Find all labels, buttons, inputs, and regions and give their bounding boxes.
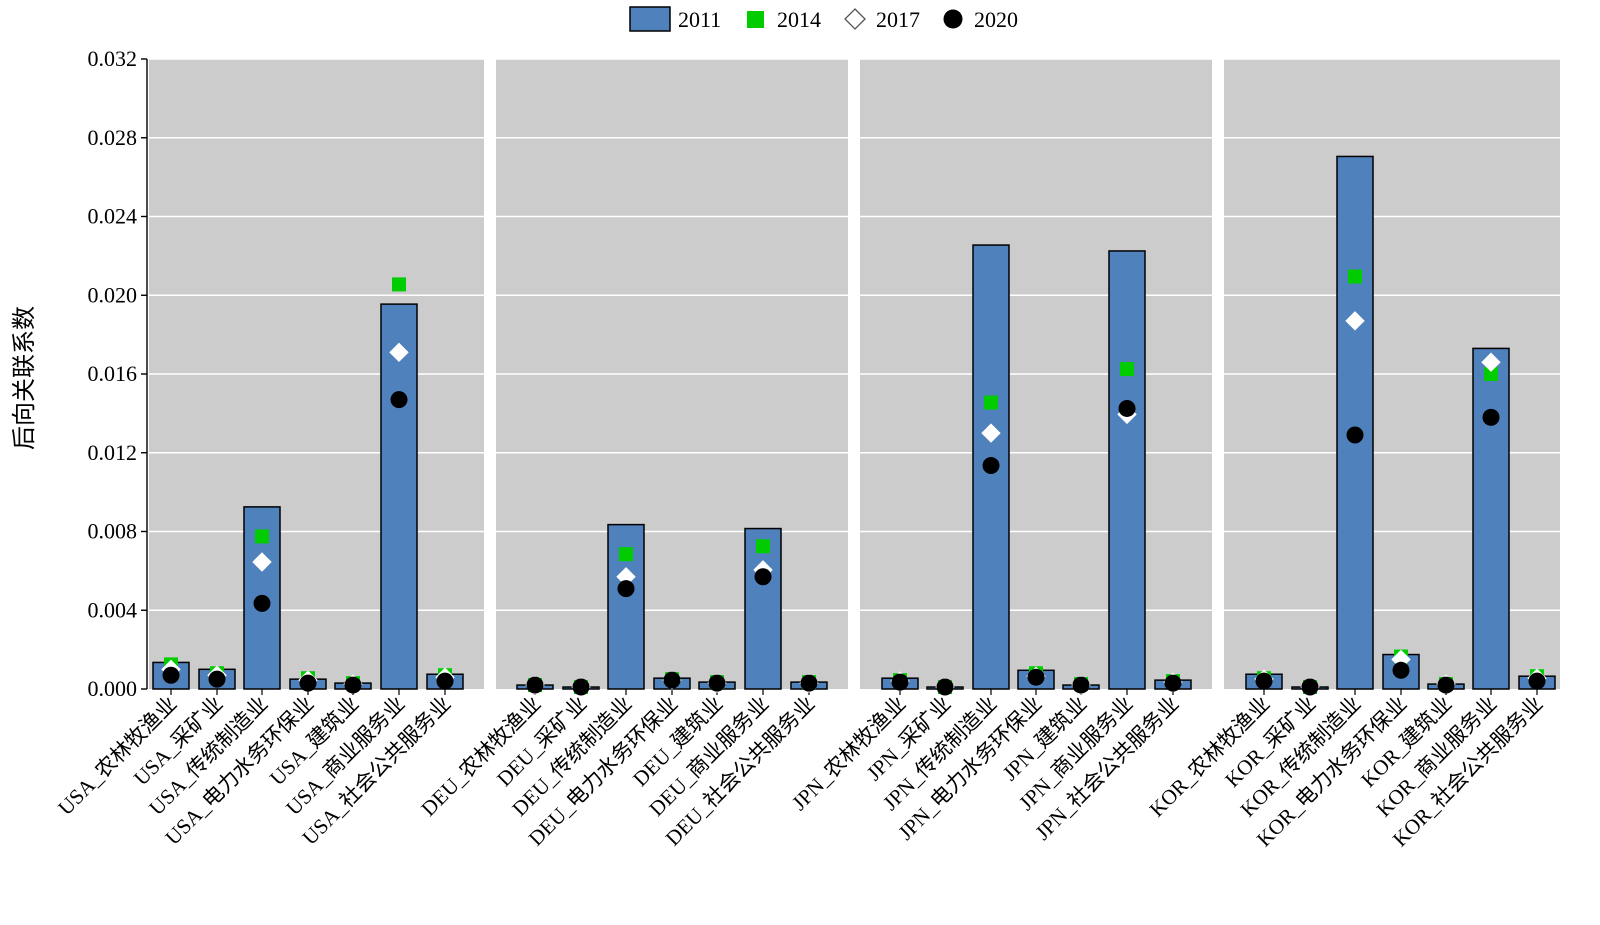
point-2020: [572, 678, 590, 696]
bar-2011: [380, 303, 418, 690]
point-2020: [1437, 676, 1455, 694]
legend-swatch-2017: [844, 8, 866, 30]
point-2014: [255, 529, 269, 544]
point-2020: [1346, 426, 1364, 444]
point-2020: [208, 670, 226, 688]
y-tick-label: 0.000: [88, 676, 138, 701]
y-tick-label: 0.020: [88, 282, 138, 307]
point-2020: [299, 674, 317, 692]
point-2020: [1528, 672, 1546, 690]
y-tick-label: 0.004: [88, 597, 138, 622]
point-2014: [1348, 269, 1362, 284]
point-2014: [984, 395, 998, 410]
y-axis: 0.000 0.004 0.008 0.012 0.016 0.020 0.024 0.028…: [88, 46, 148, 701]
y-axis-title: 后向关联系数: [11, 306, 38, 450]
y-tick-label: 0.008: [88, 519, 138, 544]
point-2020: [390, 391, 408, 409]
y-tick-label: 0.028: [88, 125, 138, 150]
panel-deu: [496, 58, 848, 697]
point-2020: [1255, 672, 1273, 690]
point-2020: [891, 673, 909, 691]
legend-label-2017: 2017: [876, 7, 920, 32]
legend-swatch-2014: [747, 11, 764, 28]
point-2014: [619, 547, 633, 562]
point-2014: [392, 277, 406, 292]
bar-2011: [1336, 155, 1374, 690]
legend-label-2014: 2014: [777, 7, 821, 32]
point-2020: [982, 457, 1000, 475]
legend-swatch-2020: [943, 9, 963, 29]
legend-label-2020: 2020: [974, 7, 1018, 32]
point-2014: [756, 539, 770, 554]
point-2020: [1118, 399, 1136, 417]
point-2020: [1482, 408, 1500, 426]
point-2020: [1164, 674, 1182, 692]
point-2017: [252, 552, 272, 572]
legend-label-2011: 2011: [678, 7, 721, 32]
point-2020: [1301, 678, 1319, 696]
point-2020: [754, 568, 772, 586]
y-tick-label: 0.024: [88, 204, 138, 229]
point-2020: [344, 676, 362, 694]
point-2020: [936, 678, 954, 696]
point-2017: [1481, 352, 1501, 372]
point-2020: [1392, 661, 1410, 679]
point-2020: [663, 671, 681, 689]
point-2020: [1072, 676, 1090, 694]
bar-2011: [1108, 250, 1146, 690]
point-2020: [708, 674, 726, 692]
point-2017: [1345, 311, 1365, 331]
point-2020: [617, 580, 635, 598]
point-2020: [436, 672, 454, 690]
panel-kor: [1224, 58, 1560, 697]
point-2014: [1484, 367, 1498, 381]
point-2020: [162, 666, 180, 684]
panel-jpn: [860, 58, 1212, 697]
point-2017: [981, 423, 1001, 443]
y-tick-label: 0.012: [88, 440, 138, 465]
point-2020: [526, 676, 544, 694]
point-2020: [1027, 668, 1045, 686]
bar-2011: [1472, 347, 1510, 690]
point-2020: [253, 594, 271, 612]
point-2017: [389, 342, 409, 363]
plot-area: [149, 58, 1560, 697]
x-axis-labels: USA_农林牧渔业USA_采矿业USA_传统制造业USA_电力水务环保业USA_…: [53, 692, 1547, 852]
panel-usa: [149, 58, 484, 695]
bar-2011: [744, 527, 782, 690]
y-tick-label: 0.032: [88, 46, 138, 71]
point-2014: [1120, 362, 1134, 377]
y-tick-label: 0.016: [88, 361, 138, 386]
legend: 2011 2014 2017 2020: [629, 6, 1018, 32]
legend-swatch-2011: [629, 6, 671, 32]
point-2020: [800, 674, 818, 692]
